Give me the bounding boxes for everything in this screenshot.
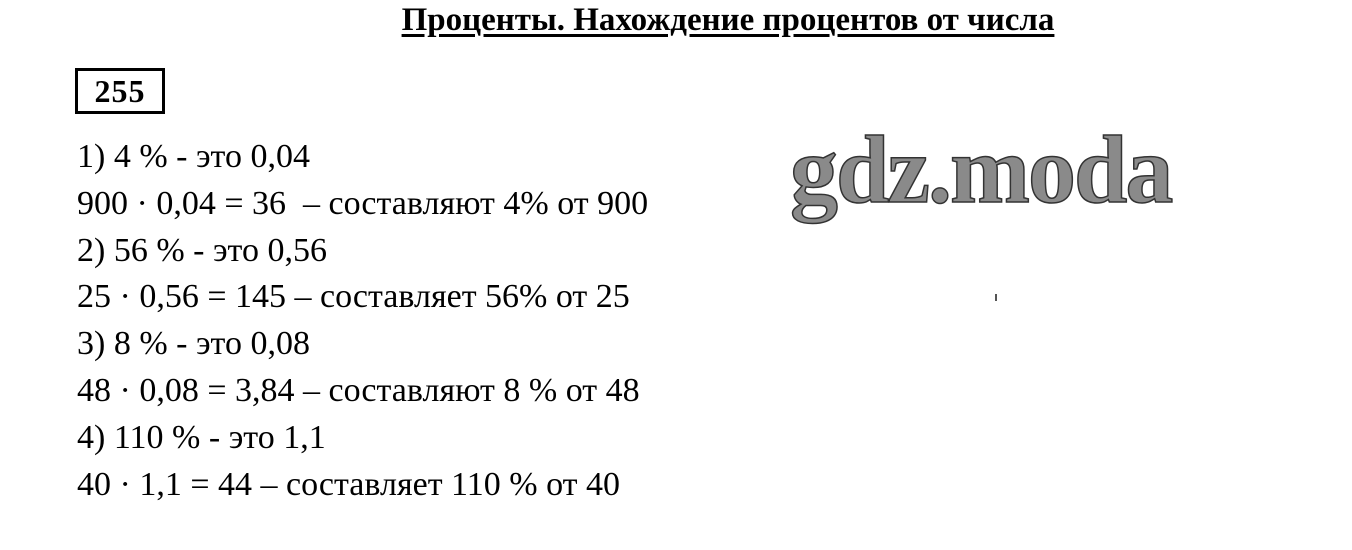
solution-line: 48 · 0,08 = 3,84 – составляют 8 % от 48 [77,371,640,409]
solution-line: 40 · 1,1 = 44 – составляет 110 % от 40 [77,465,621,503]
solution-line: 2) 56 % - это 0,56 [77,231,327,269]
solution-line: 1) 4 % - это 0,04 [77,138,310,175]
page-title: Проценты. Нахождение процентов от числа [401,2,1055,38]
watermark-logo: gdz.moda [789,116,1174,223]
exercise-number: 255 [75,68,165,114]
solution-line: 3) 8 % - это 0,08 [77,325,310,363]
solution-line: 900 · 0,04 = 36 – составляют 4% от 900 [77,184,649,222]
solution-line: 25 · 0,56 = 145 – составляет 56% от 25 [77,278,630,316]
solution-text: 1) 4 % - это 0,04 900 · 0,04 = 36 – сост… [77,134,648,508]
stray-mark [995,294,997,301]
solution-line: 4) 110 % - это 1,1 [77,418,326,456]
